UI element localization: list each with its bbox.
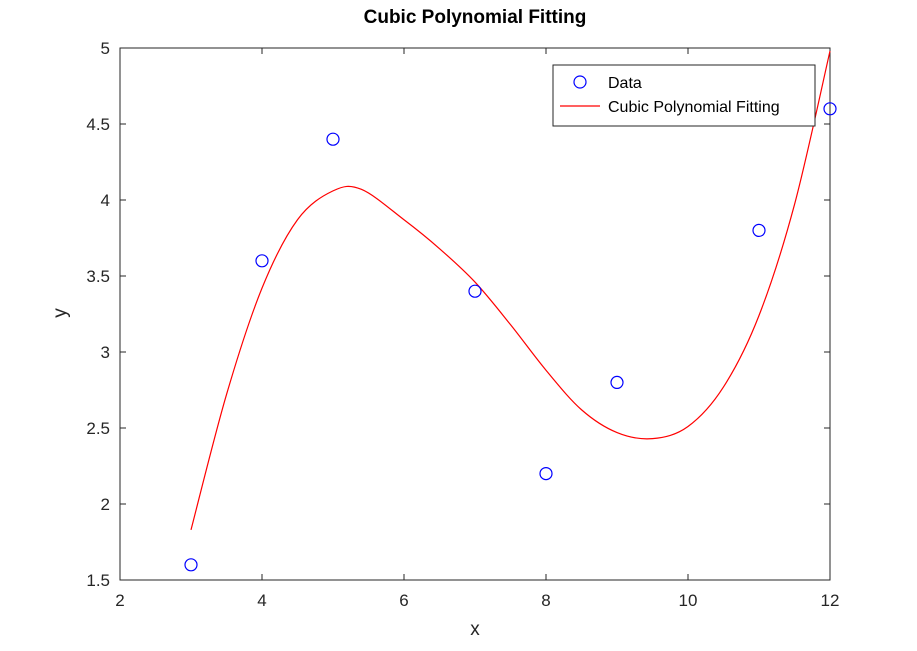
data-point (539, 467, 553, 481)
x-tick-label: 10 (679, 591, 698, 610)
fit-curve (190, 50, 831, 530)
legend-label-fit: Cubic Polynomial Fitting (608, 99, 780, 116)
axis-ticks: 2 4 6 8 10 12 1.5 2 2.5 3 3.5 4 4.5 5 (86, 39, 839, 610)
x-tick-label: 12 (821, 591, 840, 610)
data-point (610, 375, 624, 389)
plot-frame (119, 47, 831, 581)
y-tick-label: 5 (101, 39, 110, 58)
y-tick-label: 2.5 (86, 419, 110, 438)
series-layer (184, 50, 837, 572)
y-tick-label: 3.5 (86, 267, 110, 286)
y-tick-label: 3 (101, 343, 110, 362)
legend-box (552, 64, 816, 127)
legend: Data Cubic Polynomial Fitting (552, 64, 816, 127)
legend-label-data: Data (608, 75, 642, 92)
x-tick-label: 6 (399, 591, 408, 610)
y-tick-label: 4 (101, 191, 110, 210)
x-axis-label: x (470, 619, 480, 640)
plot-area (119, 47, 831, 581)
data-point (184, 558, 198, 572)
data-point (752, 223, 766, 237)
x-tick-label: 4 (257, 591, 266, 610)
data-point (326, 132, 340, 146)
chart-title: Cubic Polynomial Fitting (364, 7, 587, 28)
data-point (255, 254, 269, 268)
data-point (823, 102, 837, 116)
y-tick-label: 1.5 (86, 571, 110, 590)
y-tick-label: 2 (101, 495, 110, 514)
y-axis-label: y (50, 308, 71, 318)
data-point (468, 284, 482, 298)
x-tick-label: 8 (541, 591, 550, 610)
x-tick-label: 2 (115, 591, 124, 610)
y-tick-label: 4.5 (86, 115, 110, 134)
legend-marker-data (573, 75, 587, 89)
